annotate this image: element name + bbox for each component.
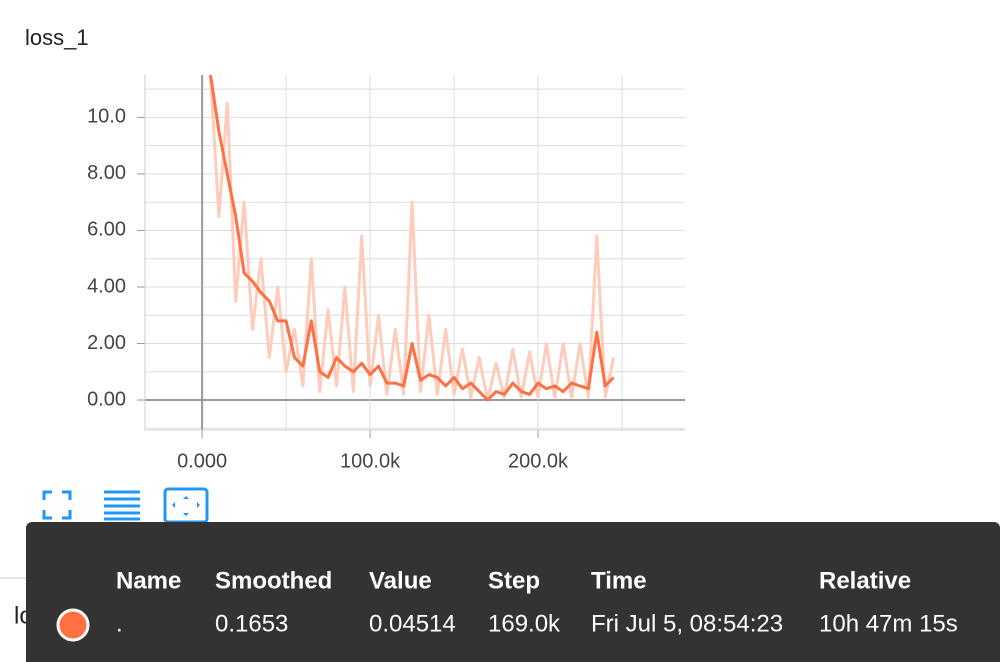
toolbar <box>42 487 209 524</box>
y-tick-label: 8.00 <box>87 162 126 184</box>
y-tick-label: 0.00 <box>87 388 126 410</box>
tooltip-header: Smoothed <box>215 567 332 594</box>
tooltip-cell: 169.0k <box>488 610 561 637</box>
x-tick-label: 0.000 <box>177 450 227 472</box>
tooltip-header: Step <box>488 567 540 594</box>
tooltip: Name Smoothed Value Step Time Relative. 0.1653… <box>26 522 1000 662</box>
y-tick-label: 6.00 <box>87 219 126 241</box>
run-swatch <box>56 608 90 642</box>
y-tick-label: 10.0 <box>87 106 126 128</box>
tooltip-header: Time <box>591 567 647 594</box>
x-tick-label: 100.0k <box>340 450 401 472</box>
tooltip-cell: 0.1653 <box>215 610 288 637</box>
tooltip-cell: 10h 47m 15s <box>819 610 958 637</box>
ticks: 0.00 2.00 4.00 6.00 8.00 10.0 0.000 100.0k 200.0… <box>87 75 685 472</box>
y-tick-label: 2.00 <box>87 332 126 354</box>
data-selection-button[interactable] <box>104 490 140 521</box>
tooltip-header: Value <box>369 567 432 594</box>
y-tick-label: 4.00 <box>87 275 126 297</box>
fit-domain-button[interactable] <box>163 487 209 524</box>
x-tick-label: 200.0k <box>508 450 569 472</box>
tooltip-box <box>26 522 1000 662</box>
tooltip-cell: Fri Jul 5, 08:54:23 <box>591 610 783 637</box>
tooltip-cell: 0.04514 <box>369 610 456 637</box>
tooltip-header: Relative <box>819 567 911 594</box>
plot <box>209 75 616 402</box>
series-line <box>209 75 616 402</box>
fullscreen-button[interactable] <box>42 490 72 520</box>
tooltip-table: Name Smoothed Value Step Time Relative. 0.1653… <box>116 567 958 637</box>
chart-title: loss_1 <box>25 25 89 50</box>
tooltip-header: Name <box>116 567 181 594</box>
series-line <box>209 75 615 402</box>
tooltip-cell: . <box>116 610 123 637</box>
